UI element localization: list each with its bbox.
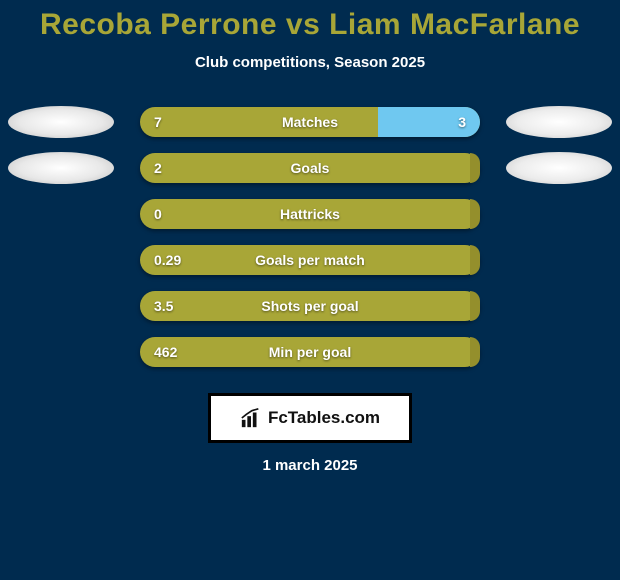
- stat-bar: Goals per match0.29: [140, 245, 480, 275]
- date-label: 1 march 2025: [0, 457, 620, 474]
- page-subtitle: Club competitions, Season 2025: [0, 54, 620, 71]
- stat-value-left: 3.5: [154, 291, 173, 321]
- player-avatar-right: [506, 152, 612, 184]
- stat-row: Goals2: [0, 145, 620, 191]
- stat-row: Matches7 3: [0, 99, 620, 145]
- stat-label: Goals: [140, 153, 480, 183]
- stat-value-left: 0.29: [154, 245, 181, 275]
- bars-icon: [240, 407, 262, 429]
- stat-label: Shots per goal: [140, 291, 480, 321]
- player-avatar-left: [8, 152, 114, 184]
- stat-value-right: 3: [458, 107, 466, 137]
- stat-value-left: 2: [154, 153, 162, 183]
- logo-text: FcTables.com: [268, 408, 380, 428]
- comparison-chart: Matches7 3 Goals2 Hattricks0 Goals per match…: [0, 99, 620, 375]
- stat-row: Goals per match0.29: [0, 237, 620, 283]
- stat-label: Goals per match: [140, 245, 480, 275]
- stat-value-left: 7: [154, 107, 162, 137]
- stat-bar: Shots per goal3.5: [140, 291, 480, 321]
- branding-card: FcTables.com: [208, 393, 412, 443]
- stat-value-left: 0: [154, 199, 162, 229]
- stat-label: Min per goal: [140, 337, 480, 367]
- stat-bar: Hattricks0: [140, 199, 480, 229]
- player-avatar-left: [8, 106, 114, 138]
- stat-bar: Min per goal462: [140, 337, 480, 367]
- player-avatar-right: [506, 106, 612, 138]
- stat-value-left: 462: [154, 337, 177, 367]
- page-title: Recoba Perrone vs Liam MacFarlane: [0, 0, 620, 42]
- stat-label: Hattricks: [140, 199, 480, 229]
- stat-row: Shots per goal3.5: [0, 283, 620, 329]
- stat-bar: Goals2: [140, 153, 480, 183]
- stat-row: Hattricks0: [0, 191, 620, 237]
- stat-bar: Matches7 3: [140, 107, 480, 137]
- stat-label: Matches: [140, 107, 480, 137]
- stat-row: Min per goal462: [0, 329, 620, 375]
